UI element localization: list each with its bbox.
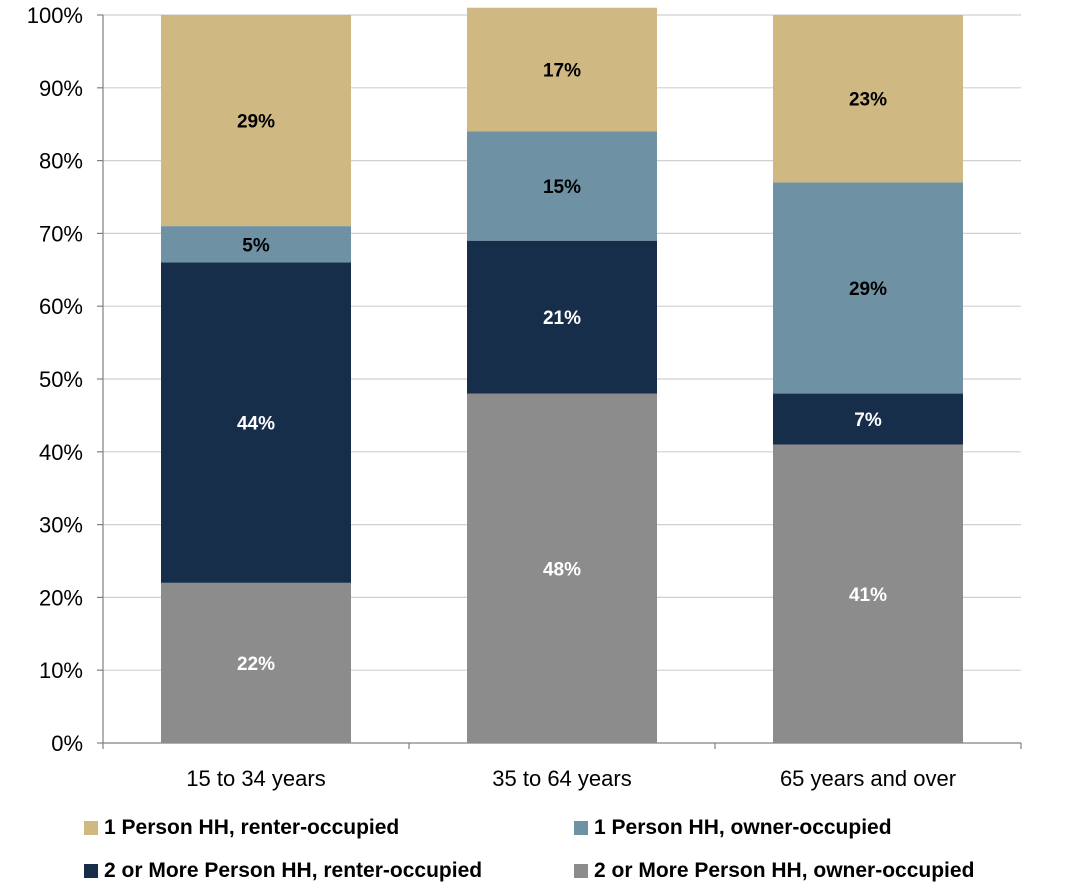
x-category-label: 35 to 64 years — [492, 766, 631, 791]
y-tick-label: 90% — [39, 76, 83, 101]
data-label: 29% — [849, 279, 887, 300]
y-tick-label: 0% — [51, 731, 83, 756]
data-label: 23% — [849, 90, 887, 111]
y-tick-label: 40% — [39, 440, 83, 465]
data-label: 29% — [237, 112, 275, 133]
bar-segment — [467, 131, 657, 241]
bar-segment — [161, 15, 351, 227]
data-label: 41% — [849, 585, 887, 606]
y-tick-label: 10% — [39, 658, 83, 683]
data-label: 48% — [543, 559, 581, 580]
data-label: 5% — [242, 235, 270, 256]
data-label: 7% — [854, 410, 882, 431]
y-tick-label: 80% — [39, 149, 83, 174]
bar-segment — [467, 393, 657, 743]
bar-segment — [773, 393, 963, 445]
y-tick-label: 50% — [39, 367, 83, 392]
data-label: 15% — [543, 177, 581, 198]
y-tick-label: 60% — [39, 294, 83, 319]
bar-segment — [773, 15, 963, 183]
x-category-label: 65 years and over — [780, 766, 956, 791]
data-label: 22% — [237, 654, 275, 675]
bar-segment — [467, 7, 657, 132]
data-label: 17% — [543, 61, 581, 82]
y-tick-label: 100% — [27, 3, 83, 28]
bar-segment — [467, 240, 657, 394]
bar-segment — [161, 226, 351, 263]
data-label: 44% — [237, 414, 275, 435]
y-tick-label: 70% — [39, 221, 83, 246]
y-tick-label: 30% — [39, 513, 83, 538]
bar-segment — [161, 262, 351, 583]
bar-segment — [773, 444, 963, 743]
bar-segment — [773, 182, 963, 394]
x-category-label: 15 to 34 years — [186, 766, 325, 791]
bar-segment — [161, 582, 351, 743]
data-label: 21% — [543, 308, 581, 329]
y-tick-label: 20% — [39, 585, 83, 610]
